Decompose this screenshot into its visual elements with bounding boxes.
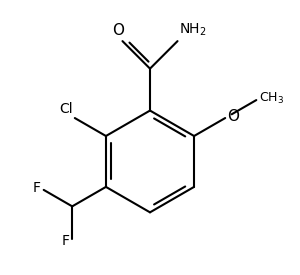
Text: O: O bbox=[227, 109, 239, 124]
Text: F: F bbox=[61, 234, 69, 248]
Text: Cl: Cl bbox=[60, 102, 73, 116]
Text: CH$_3$: CH$_3$ bbox=[259, 91, 284, 106]
Text: O: O bbox=[112, 23, 124, 37]
Text: F: F bbox=[33, 182, 41, 196]
Text: NH$_2$: NH$_2$ bbox=[179, 22, 207, 38]
